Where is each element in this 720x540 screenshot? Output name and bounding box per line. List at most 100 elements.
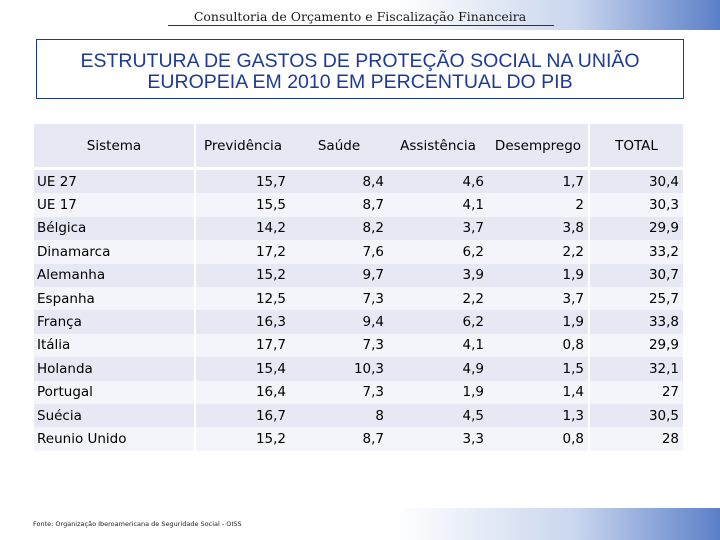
header-underline	[168, 25, 554, 26]
table-row: UE 27 15,7 8,4 4,6 1,7 30,4	[34, 170, 683, 194]
social-protection-table: Sistema Previdência Saúde Assistência De…	[34, 124, 683, 451]
cell-previdencia: 16,3	[194, 310, 290, 334]
table-row: Itália 17,7 7,3 4,1 0,8 29,9	[34, 333, 683, 358]
cell-desemprego: 2	[488, 193, 588, 217]
cell-sistema: Espanha	[34, 286, 194, 311]
cell-saude: 7,3	[290, 380, 388, 404]
cell-previdencia: 12,5	[194, 286, 290, 311]
main-title-line-1: ESTRUTURA DE GASTOS DE PROTEÇÃO SOCIAL N…	[80, 50, 640, 72]
cell-assistencia: 3,3	[388, 427, 488, 451]
cell-previdencia: 14,2	[194, 216, 290, 241]
cell-sistema: Reunio Unido	[34, 427, 194, 451]
cell-assistencia: 6,2	[388, 310, 488, 334]
cell-previdencia: 15,4	[194, 357, 290, 381]
cell-previdencia: 17,2	[194, 240, 290, 264]
header-title: Consultoria de Orçamento e Fiscalização …	[193, 9, 527, 24]
table-row: França 16,3 9,4 6,2 1,9 33,8	[34, 310, 683, 334]
cell-desemprego: 2,2	[488, 240, 588, 264]
cell-sistema: Dinamarca	[34, 240, 194, 264]
cell-saude: 10,3	[290, 357, 388, 381]
cell-previdencia: 17,7	[194, 333, 290, 358]
cell-desemprego: 1,7	[488, 170, 588, 194]
cell-total: 33,2	[588, 240, 683, 264]
cell-total: 25,7	[588, 286, 683, 311]
cell-sistema: Itália	[34, 333, 194, 358]
main-title-box: ESTRUTURA DE GASTOS DE PROTEÇÃO SOCIAL N…	[36, 39, 684, 99]
table-row: Alemanha 15,2 9,7 3,9 1,9 30,7	[34, 263, 683, 287]
cell-desemprego: 1,9	[488, 263, 588, 287]
table-header-row: Sistema Previdência Saúde Assistência De…	[34, 124, 683, 170]
cell-previdencia: 15,2	[194, 263, 290, 287]
table-row: Suécia 16,7 8 4,5 1,3 30,5	[34, 403, 683, 428]
cell-total: 30,5	[588, 403, 683, 428]
cell-assistencia: 4,1	[388, 333, 488, 358]
cell-sistema: Holanda	[34, 357, 194, 381]
cell-previdencia: 15,7	[194, 170, 290, 194]
cell-saude: 8,7	[290, 427, 388, 451]
cell-sistema: Suécia	[34, 403, 194, 428]
table-row: Espanha 12,5 7,3 2,2 3,7 25,7	[34, 286, 683, 311]
table-row: Dinamarca 17,2 7,6 6,2 2,2 33,2	[34, 240, 683, 264]
bottom-gradient-band	[0, 508, 720, 540]
table-row: Bélgica 14,2 8,2 3,7 3,8 29,9	[34, 216, 683, 241]
cell-total: 32,1	[588, 357, 683, 381]
cell-total: 29,9	[588, 216, 683, 241]
cell-saude: 7,6	[290, 240, 388, 264]
cell-previdencia: 15,2	[194, 427, 290, 451]
cell-saude: 8,4	[290, 170, 388, 194]
cell-desemprego: 1,9	[488, 310, 588, 334]
table-row: UE 17 15,5 8,7 4,1 2 30,3	[34, 193, 683, 217]
table-row: Reunio Unido 15,2 8,7 3,3 0,8 28	[34, 427, 683, 451]
cell-sistema: Alemanha	[34, 263, 194, 287]
cell-previdencia: 16,7	[194, 403, 290, 428]
cell-saude: 7,3	[290, 286, 388, 311]
cell-desemprego: 3,8	[488, 216, 588, 241]
cell-total: 27	[588, 380, 683, 404]
cell-saude: 9,7	[290, 263, 388, 287]
cell-desemprego: 0,8	[488, 427, 588, 451]
cell-desemprego: 3,7	[488, 286, 588, 311]
cell-sistema: UE 17	[34, 193, 194, 217]
column-header-previdencia: Previdência	[194, 124, 290, 170]
cell-saude: 9,4	[290, 310, 388, 334]
column-header-sistema: Sistema	[34, 124, 194, 170]
cell-desemprego: 1,5	[488, 357, 588, 381]
cell-saude: 8,2	[290, 216, 388, 241]
cell-total: 30,7	[588, 263, 683, 287]
cell-sistema: UE 27	[34, 170, 194, 194]
cell-sistema: França	[34, 310, 194, 334]
column-header-assistencia: Assistência	[388, 124, 488, 170]
column-header-total: TOTAL	[588, 124, 683, 170]
cell-sistema: Portugal	[34, 380, 194, 404]
cell-assistencia: 2,2	[388, 286, 488, 311]
cell-desemprego: 1,4	[488, 380, 588, 404]
source-note: Fonte: Organização Iberoamericana de Seg…	[33, 520, 242, 528]
cell-assistencia: 1,9	[388, 380, 488, 404]
cell-desemprego: 1,3	[488, 403, 588, 428]
cell-total: 30,4	[588, 170, 683, 194]
cell-total: 28	[588, 427, 683, 451]
cell-assistencia: 4,9	[388, 357, 488, 381]
cell-desemprego: 0,8	[488, 333, 588, 358]
cell-assistencia: 4,5	[388, 403, 488, 428]
table-row: Portugal 16,4 7,3 1,9 1,4 27	[34, 380, 683, 404]
cell-assistencia: 4,6	[388, 170, 488, 194]
cell-saude: 8	[290, 403, 388, 428]
cell-assistencia: 4,1	[388, 193, 488, 217]
cell-total: 33,8	[588, 310, 683, 334]
cell-assistencia: 3,9	[388, 263, 488, 287]
cell-previdencia: 15,5	[194, 193, 290, 217]
table-body: UE 27 15,7 8,4 4,6 1,7 30,4 UE 17 15,5 8,7 4,1 2 30…	[34, 170, 683, 451]
table-row: Holanda 15,4 10,3 4,9 1,5 32,1	[34, 357, 683, 381]
cell-assistencia: 3,7	[388, 216, 488, 241]
column-header-desemprego: Desemprego	[488, 124, 588, 170]
cell-saude: 8,7	[290, 193, 388, 217]
column-header-saude: Saúde	[290, 124, 388, 170]
cell-assistencia: 6,2	[388, 240, 488, 264]
cell-total: 29,9	[588, 333, 683, 358]
main-title-line-2: EUROPEIA EM 2010 EM PERCENTUAL DO PIB	[147, 71, 573, 93]
cell-previdencia: 16,4	[194, 380, 290, 404]
cell-sistema: Bélgica	[34, 216, 194, 241]
cell-total: 30,3	[588, 193, 683, 217]
cell-saude: 7,3	[290, 333, 388, 358]
